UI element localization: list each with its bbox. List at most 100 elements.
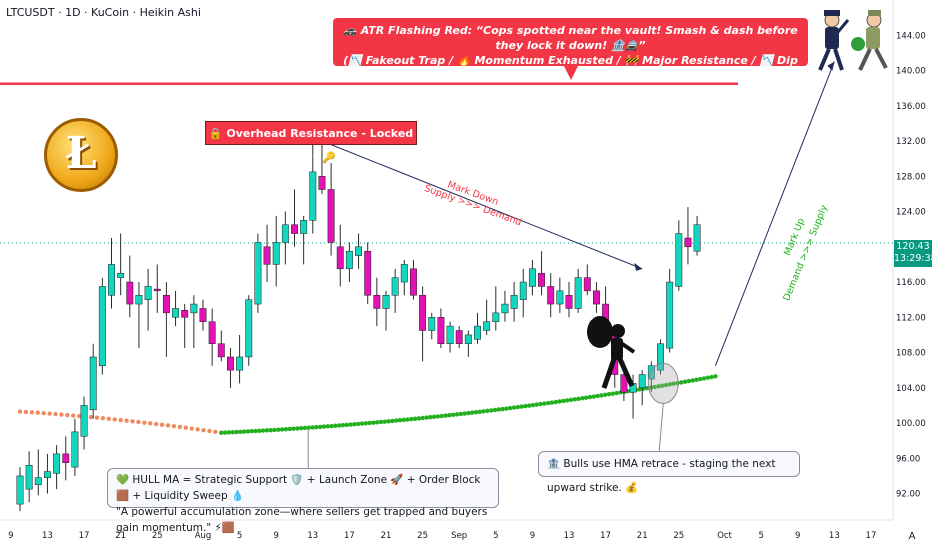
hma-support-dot	[583, 395, 589, 400]
hma-support-dot	[458, 411, 463, 417]
candle-body	[410, 268, 417, 296]
candle-body	[80, 405, 88, 437]
time-tick-label: 5	[493, 531, 498, 541]
settings-glyph[interactable]: A	[909, 531, 916, 542]
hma-support-dot	[230, 430, 235, 435]
candle-body	[492, 312, 500, 322]
time-tick-label: 25	[417, 531, 428, 541]
hma-support-dot	[686, 378, 691, 384]
markup-trendline	[714, 61, 835, 366]
hma-support-dot	[272, 427, 277, 433]
candle-body	[126, 281, 134, 305]
hma-support-dot	[656, 384, 661, 389]
time-tick-label: 13	[42, 531, 53, 541]
candle-body	[336, 246, 344, 270]
time-tick-label: Oct	[717, 531, 732, 541]
cop-leg-icon	[818, 48, 831, 71]
hma-prior-dot	[47, 411, 52, 416]
price-tick-label: 136.00	[896, 102, 926, 112]
hma-support-dot	[606, 392, 612, 397]
hma-support-dot	[321, 424, 327, 429]
candle-body	[638, 374, 646, 389]
hma-prior-dot	[35, 410, 40, 415]
hma-prior-dot	[207, 428, 212, 434]
hma-prior-dot	[94, 415, 100, 420]
current-price-value: 120.43	[896, 241, 930, 252]
hma-support-dot	[542, 401, 547, 406]
hma-support-dot	[526, 403, 532, 408]
candle-body	[281, 224, 289, 243]
hma-support-dot	[439, 413, 444, 419]
candle-body	[510, 295, 518, 309]
hma-support-dot	[268, 427, 273, 433]
symbol-title: LTCUSDT · 1D · KuCoin · Heikin Ashi	[6, 6, 201, 19]
candle-body	[574, 277, 582, 309]
candle-body	[355, 246, 363, 256]
candle-body	[272, 242, 280, 265]
candle-body	[373, 295, 381, 309]
robber-body-icon	[866, 27, 880, 49]
hma-prior-dot	[130, 419, 135, 424]
hma-support-dot	[469, 410, 475, 415]
candle-body	[16, 475, 24, 505]
candle-body	[684, 237, 692, 248]
candle-body	[437, 317, 445, 344]
hma-support-dot	[359, 421, 365, 426]
hull-note-line-1: 💚 HULL MA = Strategic Support 🛡️ + Launc…	[116, 474, 481, 502]
candle-body	[98, 286, 106, 367]
hma-support-dot	[428, 415, 433, 420]
hma-support-dot	[447, 413, 452, 418]
time-tick-label: 25	[673, 531, 684, 541]
hma-support-dot	[420, 415, 425, 421]
candle-body	[309, 171, 317, 221]
time-tick-label: 17	[79, 531, 90, 541]
robber-runner-icon	[851, 10, 888, 71]
time-tick-label: 5	[758, 531, 763, 541]
candle-body	[199, 308, 207, 322]
hma-support-dot	[515, 404, 520, 410]
candle-body	[547, 286, 555, 305]
hma-support-dot	[591, 394, 596, 399]
price-tick-label: 108.00	[896, 349, 926, 359]
hma-support-dot	[336, 423, 342, 428]
hma-prior-dot	[124, 418, 129, 423]
hma-support-dot	[454, 412, 460, 417]
hma-support-dot	[352, 422, 357, 427]
hma-support-dot	[511, 405, 517, 410]
hma-support-dot	[492, 407, 498, 413]
candle-body	[34, 477, 42, 485]
hma-support-dot	[576, 396, 581, 401]
candle-body	[208, 321, 216, 344]
candle-body	[501, 303, 509, 314]
hma-support-dot	[260, 428, 266, 433]
hma-support-dot	[219, 430, 224, 435]
time-tick-label: 5	[237, 531, 242, 541]
hma-support-dot	[450, 412, 456, 417]
hma-prior-dot	[153, 421, 159, 427]
price-tick-label: 112.00	[896, 313, 926, 323]
candle-body	[345, 250, 353, 270]
hma-prior-dot	[29, 410, 35, 415]
candle-body	[327, 189, 335, 243]
hma-support-dot	[564, 398, 570, 403]
hma-prior-dot	[112, 417, 117, 422]
markdown-arrowhead	[634, 262, 643, 271]
hma-support-dot	[317, 424, 323, 430]
hma-support-dot	[287, 426, 292, 432]
hma-support-dot	[416, 416, 422, 421]
candle-body	[565, 295, 573, 309]
hma-support-dot	[701, 376, 707, 381]
time-tick-label: 13	[564, 531, 575, 541]
cop-body-icon	[825, 27, 839, 49]
hma-prior-dot	[88, 414, 94, 420]
hma-prior-dot	[65, 412, 70, 418]
hma-support-dot	[530, 402, 536, 408]
candle-body	[62, 453, 70, 463]
hma-support-dot	[314, 424, 319, 430]
hull-note-line-2: "A powerful accumulation zone—where sell…	[116, 506, 488, 534]
hma-support-dot	[276, 427, 281, 432]
hma-support-dot	[279, 427, 285, 432]
hma-support-dot	[226, 430, 232, 435]
